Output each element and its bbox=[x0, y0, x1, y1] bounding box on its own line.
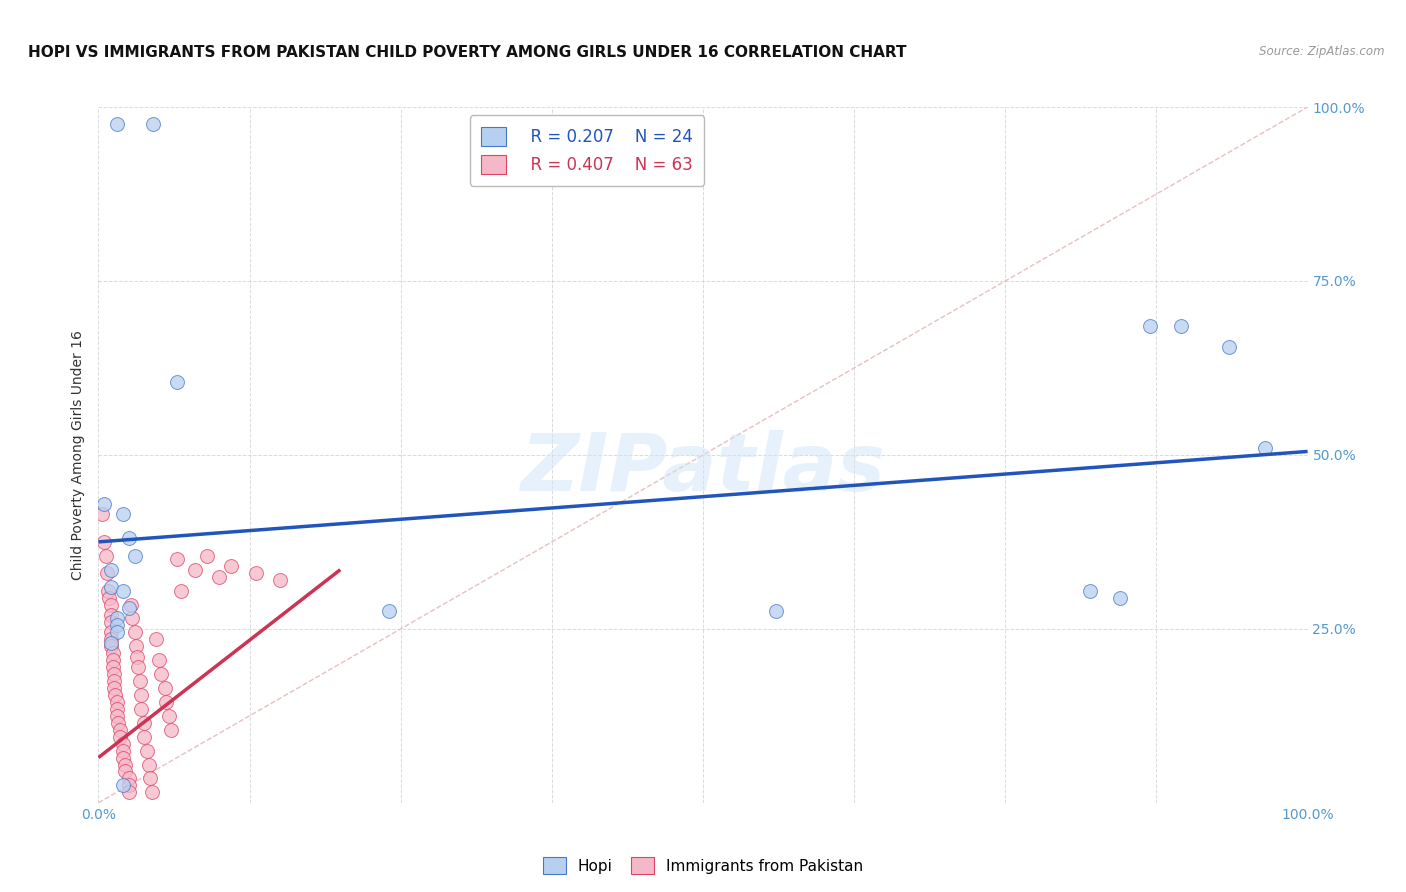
Point bbox=[103, 667, 125, 681]
Point bbox=[127, 660, 149, 674]
Point bbox=[139, 772, 162, 786]
Point bbox=[111, 583, 134, 598]
Point bbox=[145, 632, 167, 647]
Point bbox=[135, 744, 157, 758]
Text: HOPI VS IMMIGRANTS FROM PAKISTAN CHILD POVERTY AMONG GIRLS UNDER 16 CORRELATION : HOPI VS IMMIGRANTS FROM PAKISTAN CHILD P… bbox=[28, 45, 907, 60]
Point bbox=[134, 730, 156, 744]
Point bbox=[100, 625, 122, 640]
Point bbox=[118, 601, 141, 615]
Point bbox=[1109, 591, 1132, 605]
Point bbox=[142, 117, 165, 131]
Point bbox=[100, 639, 122, 653]
Point bbox=[114, 764, 136, 779]
Point bbox=[91, 507, 114, 521]
Point bbox=[103, 681, 125, 695]
Point bbox=[124, 625, 146, 640]
Point bbox=[105, 702, 128, 716]
Point bbox=[105, 625, 128, 640]
Point bbox=[118, 785, 141, 799]
Point bbox=[103, 674, 125, 689]
Point bbox=[166, 552, 188, 566]
Point bbox=[153, 681, 176, 695]
Point bbox=[107, 715, 129, 730]
Y-axis label: Child Poverty Among Girls Under 16: Child Poverty Among Girls Under 16 bbox=[72, 330, 86, 580]
Point bbox=[100, 598, 122, 612]
Point bbox=[155, 695, 177, 709]
Point bbox=[120, 598, 142, 612]
Text: Source: ZipAtlas.com: Source: ZipAtlas.com bbox=[1260, 45, 1385, 58]
Point bbox=[138, 757, 160, 772]
Point bbox=[1139, 319, 1161, 334]
Point bbox=[105, 117, 128, 131]
Point bbox=[166, 375, 188, 389]
Point bbox=[1254, 441, 1277, 455]
Point bbox=[108, 723, 131, 737]
Point bbox=[118, 532, 141, 546]
Point bbox=[111, 744, 134, 758]
Point bbox=[105, 611, 128, 625]
Legend: Hopi, Immigrants from Pakistan: Hopi, Immigrants from Pakistan bbox=[537, 851, 869, 880]
Point bbox=[118, 778, 141, 793]
Point bbox=[101, 653, 124, 667]
Point bbox=[108, 730, 131, 744]
Point bbox=[114, 757, 136, 772]
Point bbox=[124, 549, 146, 563]
Point bbox=[221, 559, 243, 574]
Point bbox=[195, 549, 218, 563]
Point bbox=[100, 563, 122, 577]
Point bbox=[93, 497, 115, 511]
Point bbox=[101, 646, 124, 660]
Point bbox=[160, 723, 183, 737]
Point bbox=[127, 649, 149, 664]
Point bbox=[100, 615, 122, 629]
Point bbox=[111, 737, 134, 751]
Point bbox=[100, 632, 122, 647]
Point bbox=[121, 611, 143, 625]
Point bbox=[98, 591, 121, 605]
Point bbox=[134, 715, 156, 730]
Point bbox=[269, 573, 291, 587]
Text: ZIPatlas: ZIPatlas bbox=[520, 430, 886, 508]
Point bbox=[128, 674, 150, 689]
Legend:   R = 0.207    N = 24,   R = 0.407    N = 63: R = 0.207 N = 24, R = 0.407 N = 63 bbox=[470, 115, 704, 186]
Point bbox=[100, 580, 122, 594]
Point bbox=[157, 708, 180, 723]
Point bbox=[111, 750, 134, 764]
Point bbox=[94, 549, 117, 563]
Point bbox=[129, 688, 152, 702]
Point bbox=[208, 570, 231, 584]
Point bbox=[105, 695, 128, 709]
Point bbox=[1078, 583, 1101, 598]
Point bbox=[148, 653, 170, 667]
Point bbox=[97, 583, 120, 598]
Point bbox=[111, 778, 134, 793]
Point bbox=[101, 660, 124, 674]
Point bbox=[765, 605, 787, 619]
Point bbox=[111, 507, 134, 521]
Point bbox=[1170, 319, 1192, 334]
Point bbox=[96, 566, 118, 581]
Point bbox=[105, 708, 128, 723]
Point bbox=[169, 583, 191, 598]
Point bbox=[100, 636, 122, 650]
Point bbox=[184, 563, 207, 577]
Point bbox=[377, 605, 399, 619]
Point bbox=[93, 534, 115, 549]
Point bbox=[1218, 340, 1240, 354]
Point bbox=[104, 688, 127, 702]
Point bbox=[118, 772, 141, 786]
Point bbox=[245, 566, 267, 581]
Point bbox=[125, 639, 148, 653]
Point bbox=[150, 667, 173, 681]
Point bbox=[100, 607, 122, 622]
Point bbox=[105, 618, 128, 632]
Point bbox=[141, 785, 163, 799]
Point bbox=[129, 702, 152, 716]
